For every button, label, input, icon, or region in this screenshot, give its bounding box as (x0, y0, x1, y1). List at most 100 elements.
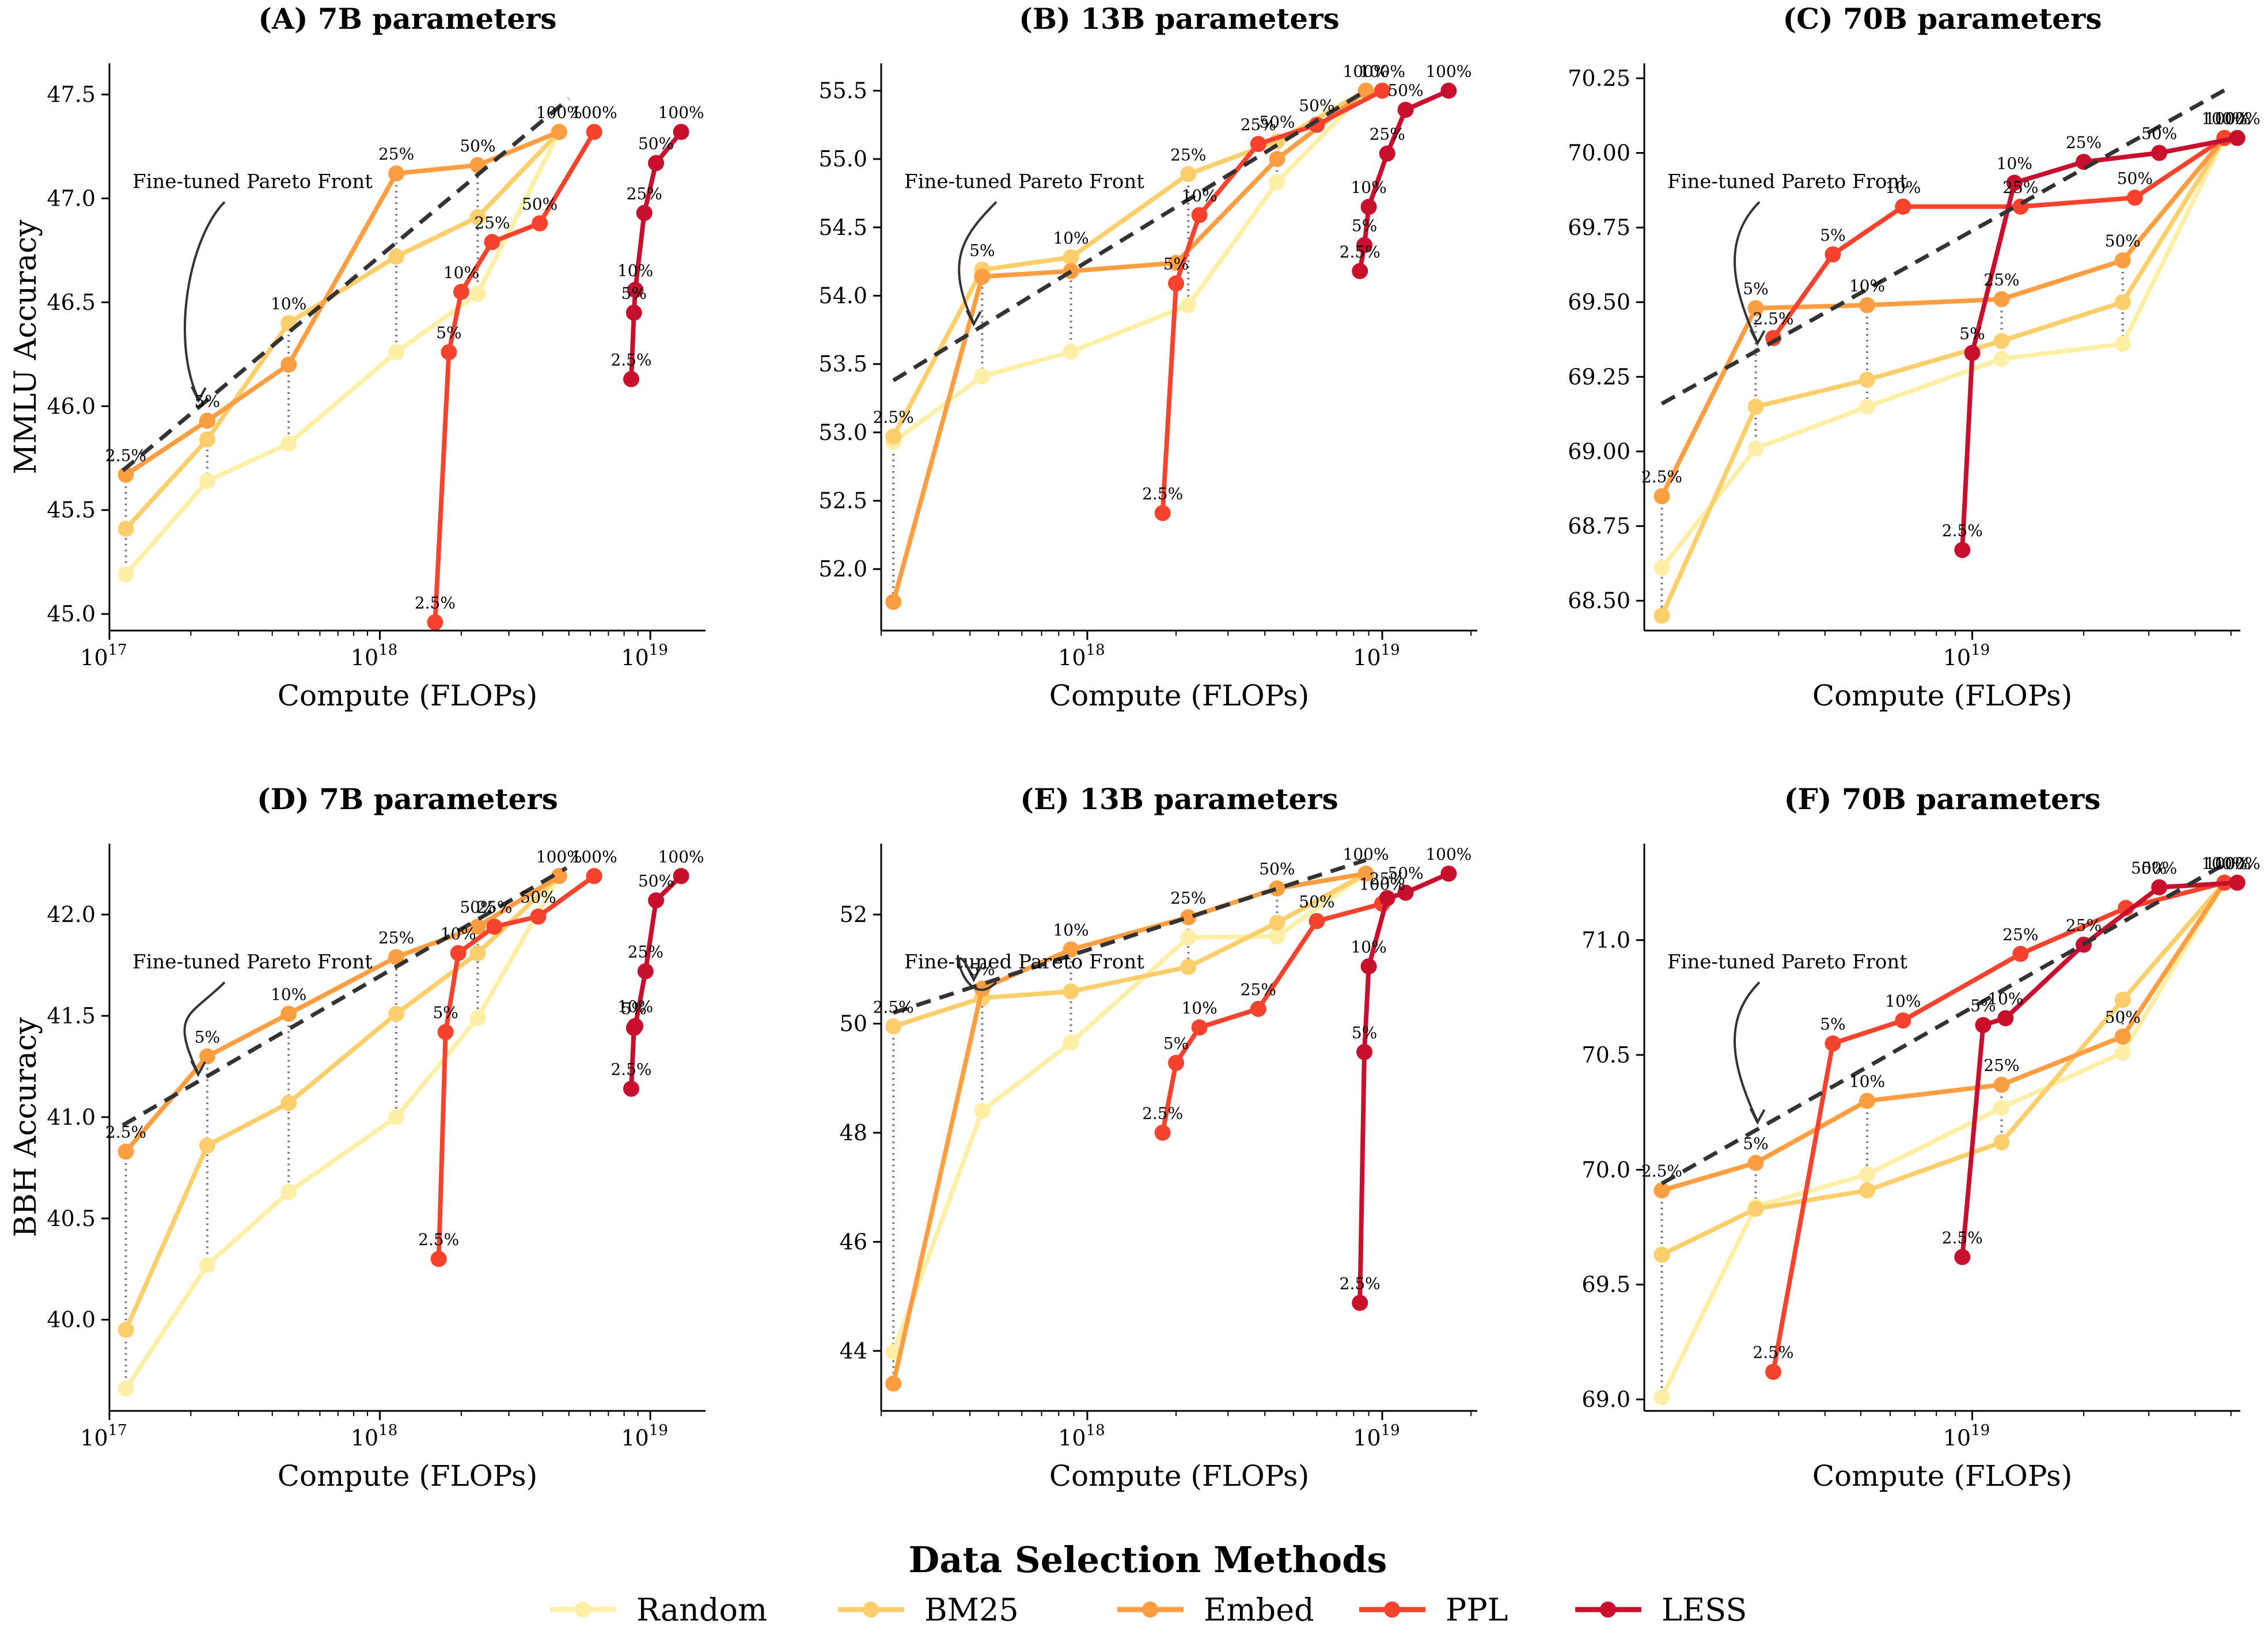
percent-label: 5% (1743, 279, 1768, 298)
series-line-less (1960, 880, 2240, 1259)
x-tick-label: 1018 (1058, 1422, 1105, 1451)
data-point (484, 234, 500, 251)
data-point (2114, 1044, 2131, 1061)
legend-marker (863, 1602, 879, 1618)
y-tick-label: 47.5 (47, 82, 96, 107)
percent-label: 100% (2205, 109, 2251, 128)
legend-marker (1600, 1602, 1616, 1618)
pareto-arrow-head (965, 965, 982, 982)
data-point (974, 368, 991, 385)
data-point (623, 1080, 640, 1097)
percent-label: 50% (520, 888, 556, 907)
y-tick-label: 40.0 (47, 1307, 96, 1333)
y-tick-label: 47.0 (47, 186, 96, 211)
data-point (586, 868, 602, 885)
pareto-front-line (121, 97, 571, 472)
percent-label: 2.5% (415, 594, 456, 613)
percent-label: 10% (1351, 178, 1386, 197)
y-axis-label: MMLU Accuracy (9, 219, 43, 475)
percent-label: 25% (474, 213, 510, 232)
series-line-embed (1659, 135, 2227, 499)
data-point (1954, 542, 1971, 559)
data-point (280, 435, 297, 452)
legend-label: Random (636, 1592, 767, 1628)
percent-label: 50% (1387, 864, 1423, 883)
data-point (2114, 992, 2131, 1008)
panel-a: (A) 7B parameters Fine-tuned Pareto Front… (9, 2, 706, 712)
data-point (280, 1095, 297, 1111)
series-embed (117, 868, 567, 1160)
percent-label: 50% (1387, 81, 1423, 100)
percent-label: 2.5% (105, 1123, 146, 1142)
data-point (1356, 1043, 1373, 1060)
percent-label: 100% (1359, 62, 1405, 81)
pareto-arrow-head (1749, 329, 1766, 346)
x-tick-base: 10 (1058, 1425, 1086, 1451)
percent-label: 5% (1970, 996, 1996, 1015)
data-point (280, 1005, 297, 1022)
series-random (885, 866, 1374, 1360)
panel-c: (C) 70B parameters Fine-tuned Pareto Fron… (1568, 2, 2261, 712)
data-point (1269, 914, 1285, 931)
x-tick-label: 1019 (621, 642, 667, 670)
x-tick-label: 1018 (351, 1422, 397, 1451)
data-point (1440, 866, 1457, 882)
data-point (1168, 275, 1185, 292)
data-point (1063, 1034, 1079, 1051)
percent-label: 25% (378, 928, 414, 947)
pareto-front-line (892, 89, 1367, 382)
series-line-bm25 (1659, 135, 2227, 618)
data-point (1250, 1000, 1266, 1017)
data-point (280, 1184, 297, 1201)
data-point (1379, 145, 1395, 162)
series-bm25 (117, 868, 567, 1338)
percent-label: 5% (1959, 324, 1985, 343)
data-point (885, 428, 902, 445)
data-point (2229, 130, 2246, 146)
x-tick-base: 10 (351, 645, 378, 670)
y-tick-label: 48 (840, 1120, 867, 1145)
percent-label: 100% (2214, 109, 2261, 128)
data-point (486, 919, 503, 935)
percent-label: 25% (2002, 178, 2038, 197)
series-line-ppl (1771, 880, 2227, 1375)
data-point (388, 165, 405, 182)
percent-label: 10% (1997, 154, 2032, 173)
x-tick-label: 1019 (621, 1422, 667, 1451)
percent-label: 5% (621, 999, 647, 1018)
panels: (A) 7B parameters Fine-tuned Pareto Front… (9, 2, 2261, 1493)
series-line-bm25 (891, 871, 1368, 1029)
data-point (199, 1257, 215, 1273)
percent-label: 10% (1849, 1072, 1885, 1091)
pareto-front-label: Fine-tuned Pareto Front (132, 170, 373, 193)
percent-label: 10% (1351, 938, 1386, 957)
x-axis-label: Compute (FLOPs) (1049, 679, 1309, 712)
series-line-embed (891, 88, 1368, 605)
data-point (1250, 136, 1266, 153)
x-tick-exponent: 18 (1086, 1422, 1105, 1439)
data-point (1309, 913, 1325, 929)
data-point (199, 1137, 215, 1154)
pareto-front-label: Fine-tuned Pareto Front (904, 170, 1144, 193)
x-tick-exponent: 19 (649, 1422, 668, 1439)
data-point (469, 208, 486, 225)
data-point (117, 1143, 134, 1160)
legend-item-random: Random (550, 1592, 767, 1628)
y-tick-label: 69.5 (1581, 1272, 1630, 1297)
percent-label: 100% (536, 103, 582, 122)
data-point (1063, 343, 1079, 360)
y-tick-label: 69.75 (1568, 215, 1630, 240)
data-point (1191, 1019, 1208, 1036)
series-line-ppl (1771, 135, 2227, 340)
pareto-front-label: Fine-tuned Pareto Front (1667, 951, 1907, 974)
x-tick-exponent: 19 (1381, 1422, 1400, 1439)
percent-label: 10% (1182, 999, 1218, 1018)
x-tick-label: 1018 (351, 642, 397, 670)
x-axis-label: Compute (FLOPs) (1049, 1459, 1309, 1493)
data-point (1269, 174, 1285, 191)
y-tick-label: 46.5 (47, 290, 96, 315)
series-random (1653, 130, 2233, 576)
pareto-front-line (122, 866, 568, 1128)
percent-label: 100% (571, 103, 617, 122)
panel-b: (B) 13B parameters Fine-tuned Pareto Fron… (818, 2, 1477, 712)
